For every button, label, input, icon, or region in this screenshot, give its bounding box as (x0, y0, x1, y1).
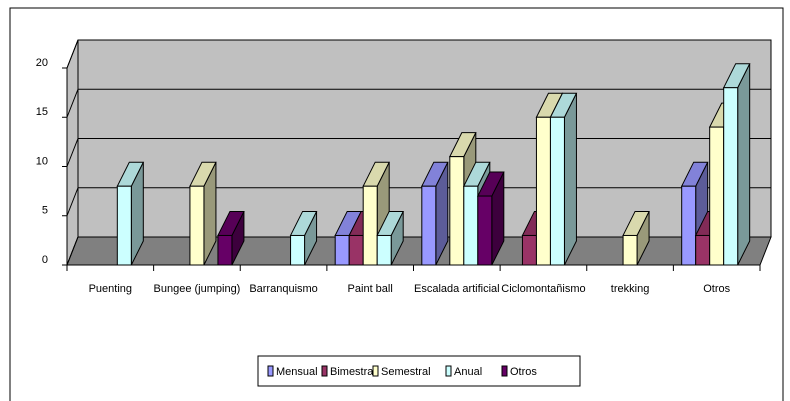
x-tick-label: trekking (611, 283, 650, 295)
bar (348, 234, 364, 266)
bar (217, 234, 233, 266)
x-tick-label: Paint ball (348, 283, 393, 295)
bar (449, 156, 465, 266)
legend-swatch (267, 365, 274, 377)
grid-line (66, 39, 771, 69)
x-tick-label: Barranquismo (249, 283, 317, 295)
bar (535, 116, 551, 266)
x-tick-label: Puenting (89, 283, 132, 295)
bar (362, 185, 378, 266)
y-tick-label: 0 (42, 254, 48, 266)
bar (463, 185, 479, 266)
legend-label: Semestral (381, 366, 431, 378)
bar (189, 185, 205, 266)
x-tick-label: Bungee (jumping) (154, 283, 241, 295)
bar (116, 185, 132, 266)
x-tick-label: Otros (703, 283, 730, 295)
grid-line (66, 88, 771, 118)
y-tick-label: 10 (36, 155, 48, 167)
legend-box (257, 355, 581, 387)
bar (549, 116, 565, 266)
bar (709, 126, 725, 266)
legend-label: Bimestral (330, 366, 376, 378)
bar (290, 234, 306, 266)
legend-label: Anual (454, 366, 482, 378)
y-tick-label: 15 (36, 106, 48, 118)
y-tick-label: 20 (36, 57, 48, 69)
legend-swatch (501, 365, 508, 377)
bar-side (737, 63, 751, 266)
legend-swatch (321, 365, 328, 377)
bar (376, 234, 392, 266)
bar (521, 234, 537, 266)
bar (334, 234, 350, 266)
bar (622, 234, 638, 266)
bar-side (563, 93, 577, 266)
bar (477, 195, 493, 266)
legend-label: Mensual (276, 366, 318, 378)
bar (681, 185, 697, 266)
bar (421, 185, 437, 266)
bar (723, 87, 739, 266)
bar (695, 234, 711, 266)
legend-label: Otros (510, 366, 537, 378)
x-tick-label: Ciclomontañismo (501, 283, 585, 295)
legend-swatch (445, 365, 452, 377)
x-tick-label: Escalada artificial (414, 283, 500, 295)
y-tick-label: 5 (42, 205, 48, 217)
legend-swatch (372, 365, 379, 377)
floor (66, 236, 772, 266)
